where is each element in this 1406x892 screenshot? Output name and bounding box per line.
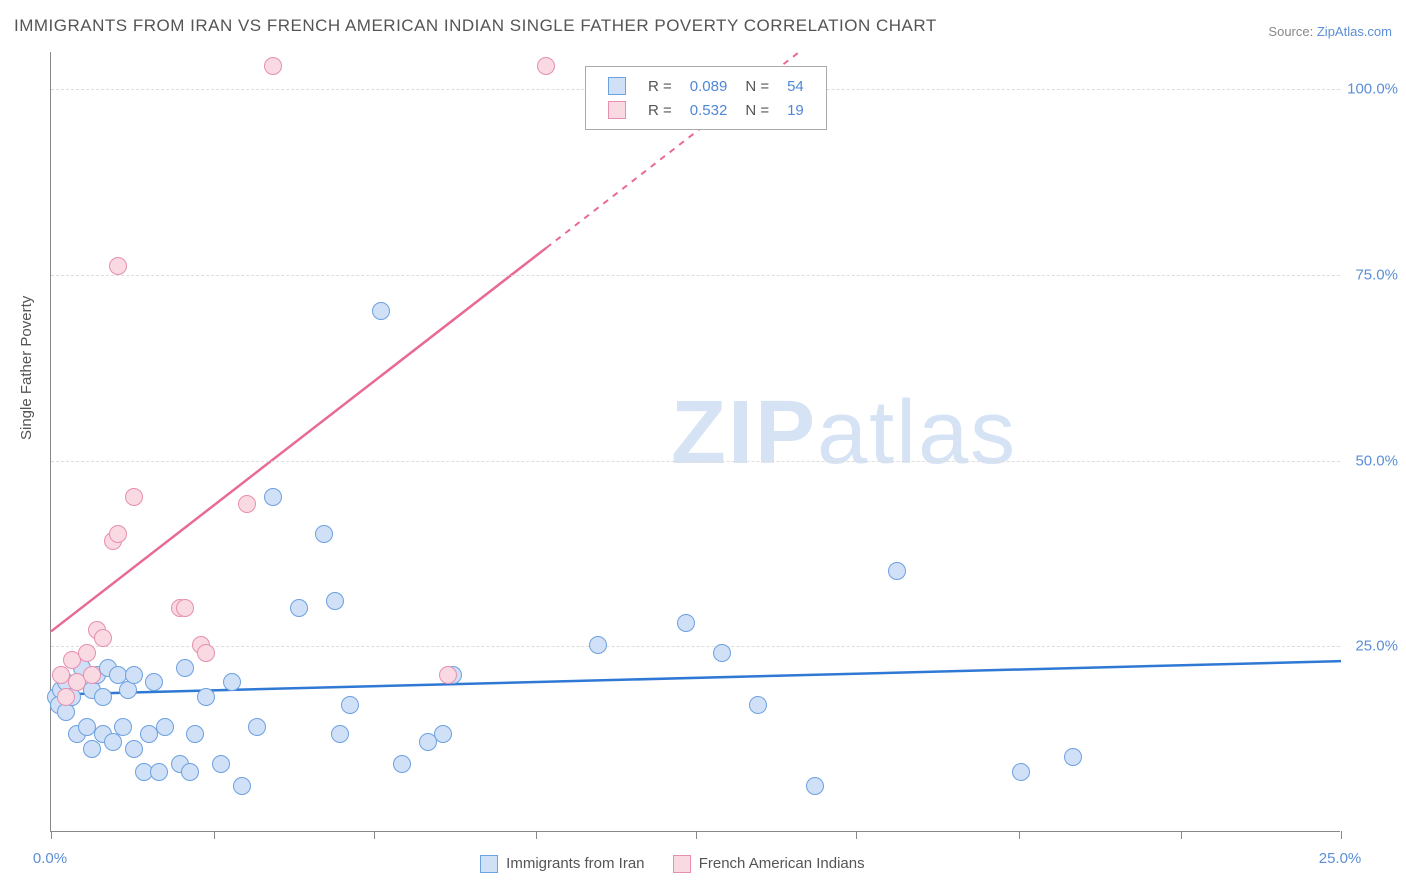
data-point	[114, 718, 132, 736]
data-point	[341, 696, 359, 714]
data-point	[145, 673, 163, 691]
y-tick-label: 50.0%	[1355, 452, 1398, 469]
data-point	[434, 725, 452, 743]
regression-line	[51, 661, 1341, 694]
data-point	[150, 763, 168, 781]
data-point	[806, 777, 824, 795]
data-point	[94, 629, 112, 647]
x-tick	[1341, 831, 1342, 839]
data-point	[372, 302, 390, 320]
data-point	[290, 599, 308, 617]
source-attribution: Source: ZipAtlas.com	[1268, 24, 1392, 39]
legend-row: R =0.532N =19	[600, 99, 812, 121]
data-point	[57, 688, 75, 706]
data-point	[537, 57, 555, 75]
data-point	[104, 733, 122, 751]
x-tick-label: 25.0%	[1319, 850, 1362, 867]
data-point	[125, 740, 143, 758]
watermark-atlas: atlas	[817, 383, 1017, 483]
data-point	[197, 644, 215, 662]
legend-swatch	[480, 855, 498, 873]
data-point	[186, 725, 204, 743]
data-point	[1012, 763, 1030, 781]
x-tick	[1019, 831, 1020, 839]
data-point	[156, 718, 174, 736]
grid-line	[51, 275, 1340, 276]
legend-swatch	[673, 855, 691, 873]
legend-series: Immigrants from Iran French American Ind…	[460, 855, 873, 873]
plot-area: ZIPatlas 25.0%50.0%75.0%100.0%	[50, 52, 1340, 832]
data-point	[264, 488, 282, 506]
data-point	[176, 599, 194, 617]
data-point	[677, 614, 695, 632]
data-point	[713, 644, 731, 662]
x-tick-label: 0.0%	[33, 850, 67, 867]
data-point	[78, 644, 96, 662]
legend-swatch	[608, 77, 626, 95]
data-point	[83, 740, 101, 758]
data-point	[212, 755, 230, 773]
y-tick-label: 100.0%	[1347, 81, 1398, 98]
regression-line	[51, 248, 546, 632]
legend-label: Immigrants from Iran	[502, 855, 645, 872]
source-link[interactable]: ZipAtlas.com	[1317, 24, 1392, 39]
data-point	[233, 777, 251, 795]
watermark-zip: ZIP	[671, 383, 817, 483]
legend-swatch	[608, 101, 626, 119]
data-point	[589, 636, 607, 654]
x-tick	[536, 831, 537, 839]
legend-correlation-box: R =0.089N =54R =0.532N =19	[585, 66, 827, 130]
data-point	[109, 257, 127, 275]
data-point	[331, 725, 349, 743]
data-point	[125, 488, 143, 506]
chart-title: IMMIGRANTS FROM IRAN VS FRENCH AMERICAN …	[14, 16, 937, 36]
watermark: ZIPatlas	[671, 382, 1017, 485]
source-label: Source:	[1268, 24, 1313, 39]
data-point	[749, 696, 767, 714]
data-point	[326, 592, 344, 610]
x-tick	[374, 831, 375, 839]
data-point	[176, 659, 194, 677]
data-point	[83, 666, 101, 684]
x-tick	[696, 831, 697, 839]
y-tick-label: 75.0%	[1355, 266, 1398, 283]
x-tick	[1181, 831, 1182, 839]
data-point	[315, 525, 333, 543]
y-tick-label: 25.0%	[1355, 638, 1398, 655]
regression-lines-layer	[51, 52, 1340, 831]
legend-row: R =0.089N =54	[600, 75, 812, 97]
data-point	[439, 666, 457, 684]
data-point	[125, 666, 143, 684]
x-tick	[214, 831, 215, 839]
data-point	[223, 673, 241, 691]
legend-label: French American Indians	[695, 855, 865, 872]
x-tick	[51, 831, 52, 839]
data-point	[264, 57, 282, 75]
data-point	[248, 718, 266, 736]
x-tick	[856, 831, 857, 839]
data-point	[888, 562, 906, 580]
data-point	[393, 755, 411, 773]
data-point	[109, 525, 127, 543]
grid-line	[51, 646, 1340, 647]
data-point	[238, 495, 256, 513]
data-point	[197, 688, 215, 706]
data-point	[1064, 748, 1082, 766]
y-axis-label: Single Father Poverty	[18, 296, 35, 440]
data-point	[94, 688, 112, 706]
data-point	[181, 763, 199, 781]
legend-correlation-table: R =0.089N =54R =0.532N =19	[598, 73, 814, 123]
grid-line	[51, 461, 1340, 462]
